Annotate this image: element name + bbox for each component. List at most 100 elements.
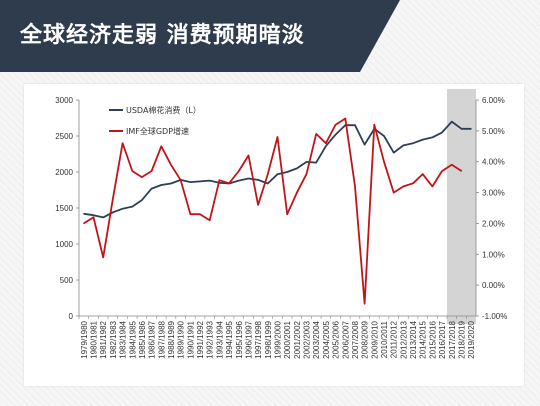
imf-gdp-growth-point bbox=[141, 176, 143, 178]
usda-consumption-point bbox=[305, 161, 308, 163]
x-tick-label: 2008/2009 bbox=[361, 320, 370, 358]
chart-card: 0 500 1000 1500 2000 2500 3000 -1.00% 0.00% 1.00%… bbox=[24, 84, 524, 386]
usda-consumption-point bbox=[121, 208, 124, 210]
x-tick-label: 1988/1989 bbox=[167, 320, 176, 358]
x-tick-label: 2013/2014 bbox=[409, 320, 418, 358]
usda-consumption-point bbox=[151, 187, 153, 190]
imf-gdp-growth-point bbox=[460, 170, 463, 172]
x-tick-label: 2006/2007 bbox=[341, 320, 350, 358]
usda-consumption-point bbox=[257, 179, 259, 181]
y-left-tick-label: 0 bbox=[69, 312, 74, 321]
page-title: 全球经济走弱 消费预期暗淡 bbox=[20, 23, 305, 48]
usda-consumption-point bbox=[141, 199, 143, 201]
imf-gdp-growth-point bbox=[412, 182, 414, 184]
imf-gdp-growth-point bbox=[402, 185, 404, 187]
usda-consumption-point bbox=[276, 173, 279, 175]
imf-gdp-growth-point bbox=[315, 133, 317, 135]
usda-consumption-point bbox=[112, 211, 114, 213]
y-left-tick-label: 3000 bbox=[55, 96, 73, 105]
y-right-tick-label: 2.00% bbox=[482, 219, 505, 228]
x-tick-label: 2002/2003 bbox=[303, 320, 312, 358]
imf-gdp-growth-point bbox=[296, 191, 298, 194]
usda-consumption-point bbox=[189, 181, 191, 183]
x-tick-label: 1990/1991 bbox=[186, 320, 195, 358]
imf-gdp-growth-point bbox=[83, 222, 85, 225]
imf-gdp-growth-point bbox=[209, 219, 211, 221]
x-tick-label: 2005/2006 bbox=[332, 320, 341, 358]
x-tick-label: 1979/1980 bbox=[80, 320, 89, 358]
imf-gdp-growth-point bbox=[180, 179, 182, 181]
usda-consumption-point bbox=[364, 144, 366, 146]
imf-gdp-growth-point bbox=[102, 256, 104, 258]
x-tick-label: 1983/1984 bbox=[119, 320, 128, 358]
imf-gdp-growth-point bbox=[151, 170, 153, 172]
usda-consumption-point bbox=[412, 142, 414, 144]
imf-gdp-growth-point bbox=[364, 303, 366, 305]
usda-consumption-point bbox=[441, 131, 443, 133]
x-tick-label: 2017/2018 bbox=[448, 320, 457, 358]
imf-gdp-growth-point bbox=[305, 173, 308, 175]
usda-consumption-point bbox=[460, 128, 463, 130]
y-left-tick-label: 2000 bbox=[55, 168, 73, 177]
x-tick-label: 1997/1998 bbox=[254, 320, 263, 358]
imf-gdp-growth-point bbox=[257, 204, 259, 206]
imf-gdp-growth-point bbox=[441, 170, 443, 172]
imf-gdp-growth-point bbox=[276, 136, 279, 138]
x-tick-label: 2019/2020 bbox=[467, 320, 476, 358]
usda-consumption-point bbox=[267, 182, 269, 185]
usda-consumption-point bbox=[354, 124, 356, 126]
usda-consumption-point bbox=[92, 214, 95, 216]
imf-gdp-growth-point bbox=[334, 124, 337, 126]
imf-gdp-growth-point bbox=[199, 213, 201, 215]
imf-gdp-growth-point bbox=[286, 213, 288, 215]
usda-consumption-point bbox=[431, 136, 434, 139]
x-tick-label: 1999/2000 bbox=[274, 320, 283, 358]
legend-label-usda: USDA棉花消费（L） bbox=[126, 105, 201, 115]
x-tick-label: 2016/2017 bbox=[438, 320, 447, 358]
usda-consumption-point bbox=[470, 128, 472, 130]
x-tick-label: 1987/1988 bbox=[157, 320, 166, 358]
x-tick-label: 2010/2011 bbox=[380, 320, 389, 358]
usda-consumption-point bbox=[209, 180, 211, 182]
usda-consumption-point bbox=[325, 145, 327, 147]
x-tick-label: 2001/2002 bbox=[293, 320, 302, 358]
imf-gdp-growth-point bbox=[344, 117, 346, 120]
imf-gdp-growth-point bbox=[267, 173, 269, 175]
imf-gdp-growth-point bbox=[218, 179, 221, 181]
imf-gdp-growth-point bbox=[247, 154, 250, 157]
x-tick-label: 1986/1987 bbox=[148, 320, 157, 358]
imf-gdp-growth-point bbox=[373, 124, 375, 126]
y-left-tick-label: 1500 bbox=[55, 204, 73, 213]
y-right-tick-label: 0.00% bbox=[482, 281, 505, 290]
x-tick-label: 2000/2001 bbox=[283, 320, 292, 358]
usda-consumption-point bbox=[160, 184, 162, 186]
imf-gdp-growth-point bbox=[131, 170, 133, 172]
imf-gdp-growth-point bbox=[325, 142, 327, 144]
usda-consumption-point bbox=[402, 144, 404, 146]
imf-gdp-growth-line bbox=[83, 117, 462, 305]
x-tick-label: 1994/1995 bbox=[225, 320, 234, 358]
x-tick-label: 2014/2015 bbox=[419, 320, 428, 358]
x-tick-label: 1995/1996 bbox=[235, 320, 244, 358]
usda-consumption-point bbox=[334, 133, 337, 136]
usda-consumption-point bbox=[170, 182, 172, 185]
imf-gdp-growth-point bbox=[92, 216, 95, 218]
x-tick-label: 1998/1999 bbox=[264, 320, 273, 358]
x-tick-label: 2012/2013 bbox=[399, 320, 408, 358]
x-tick-label: 2015/2016 bbox=[428, 320, 437, 358]
chart: 0 500 1000 1500 2000 2500 3000 -1.00% 0.00% 1.00%… bbox=[55, 89, 507, 359]
imf-gdp-growth-point bbox=[170, 164, 172, 166]
y-right-tick-label: -1.00% bbox=[482, 312, 507, 321]
imf-gdp-growth-point bbox=[189, 213, 191, 215]
x-tick-label: 2004/2005 bbox=[322, 320, 331, 358]
imf-gdp-growth-point bbox=[422, 173, 424, 175]
x-tick-label: 1992/1993 bbox=[206, 320, 215, 358]
imf-gdp-growth-point bbox=[354, 185, 356, 187]
usda-consumption-point bbox=[296, 167, 298, 169]
forecast-band bbox=[446, 89, 476, 324]
imf-gdp-growth-point bbox=[121, 142, 124, 144]
y-left-tick-label: 1000 bbox=[55, 240, 73, 249]
usda-consumption-point bbox=[286, 171, 288, 173]
x-tick-label: 2011/2012 bbox=[390, 320, 399, 358]
usda-consumption-point bbox=[451, 121, 453, 123]
